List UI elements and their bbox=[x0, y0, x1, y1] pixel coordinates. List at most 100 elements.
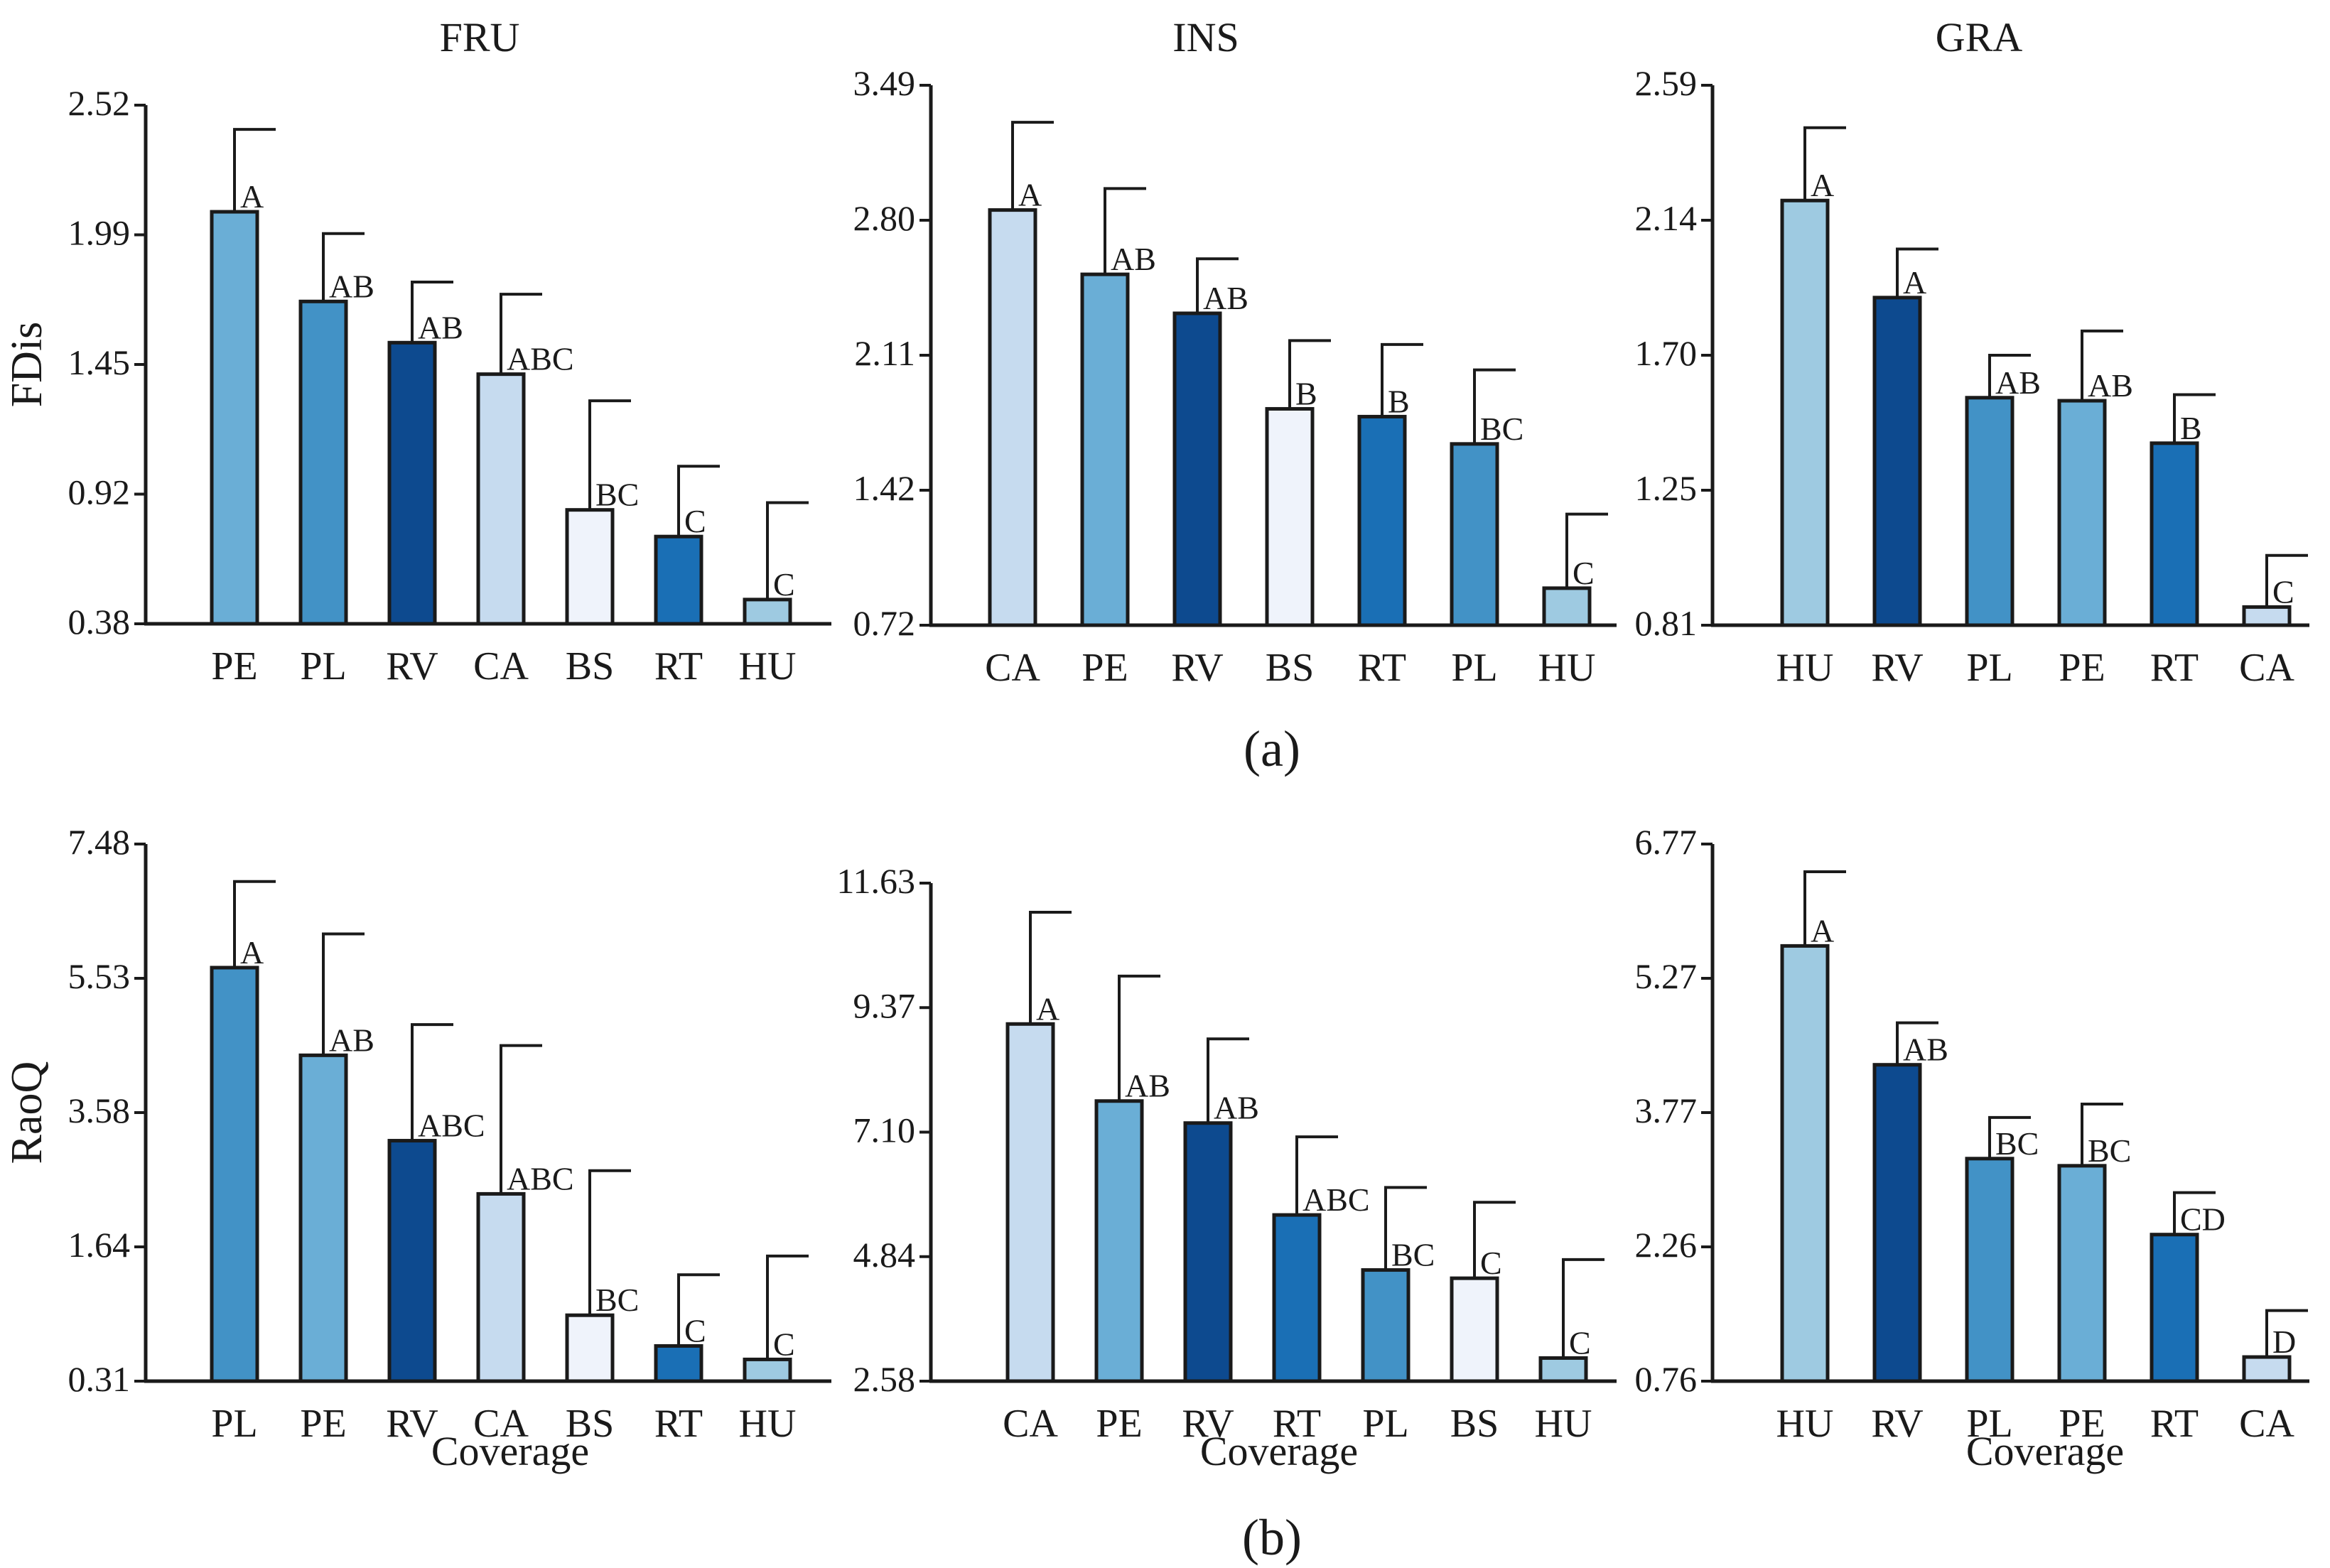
x-tick-label: BS bbox=[1266, 646, 1315, 690]
significance-label: C bbox=[684, 1312, 706, 1348]
x-axis-label: Coverage bbox=[1966, 1428, 2124, 1474]
bar-pe bbox=[298, 1053, 348, 1383]
significance-label: A bbox=[240, 178, 264, 215]
y-tick-label: 0.31 bbox=[68, 1359, 131, 1399]
y-axis-label: FDis bbox=[3, 322, 51, 408]
y-tick-label: 5.27 bbox=[1635, 956, 1698, 996]
significance-label: C bbox=[2272, 573, 2294, 610]
significance-label: AB bbox=[1995, 364, 2041, 401]
y-tick-label: 0.76 bbox=[1635, 1359, 1698, 1399]
bar-bs bbox=[1265, 406, 1315, 627]
x-tick-label: BS bbox=[566, 1402, 615, 1446]
significance-label: AB bbox=[329, 268, 374, 304]
significance-label: C bbox=[1573, 555, 1595, 591]
x-tick-label: RV bbox=[386, 1402, 438, 1446]
bar-rt bbox=[2150, 441, 2199, 627]
significance-label: ABC bbox=[1302, 1182, 1370, 1218]
y-tick-label: 7.10 bbox=[853, 1110, 916, 1150]
panel-gra-fdis: GRA 2.59 2.14 1.70 1.25 0.81 A HU A RV AB PL AB PE B RT… bbox=[1635, 14, 2309, 690]
row-label-a: (a) bbox=[1244, 720, 1300, 777]
panel-title: GRA bbox=[1936, 14, 2023, 60]
significance-label: AB bbox=[418, 309, 463, 345]
row-label-b: (b) bbox=[1242, 1509, 1302, 1566]
y-tick-label: 5.53 bbox=[68, 956, 131, 996]
bar-ca bbox=[476, 1191, 526, 1383]
x-tick-label: HU bbox=[1776, 646, 1834, 690]
y-tick-label: 11.63 bbox=[836, 861, 915, 901]
significance-label: C bbox=[773, 1326, 795, 1362]
x-tick-label: RT bbox=[2150, 1402, 2199, 1446]
y-tick-label: 2.14 bbox=[1635, 198, 1698, 238]
y-tick-label: 6.77 bbox=[1635, 822, 1698, 862]
panel-title: FRU bbox=[440, 14, 520, 60]
bar-hu bbox=[1780, 198, 1830, 627]
y-tick-label: 2.52 bbox=[68, 83, 131, 123]
panel-gra-raoq: Coverage 6.77 5.27 3.77 2.26 0.76 A HU AB RV BC PL B… bbox=[1635, 822, 2309, 1474]
x-tick-label: PE bbox=[211, 644, 257, 688]
bar-pe bbox=[1094, 1099, 1144, 1383]
significance-label: ABC bbox=[507, 341, 574, 377]
bar-rv bbox=[1172, 311, 1222, 627]
y-tick-label: 7.48 bbox=[68, 822, 131, 862]
significance-label: C bbox=[1569, 1324, 1591, 1361]
x-tick-label: HU bbox=[739, 644, 797, 688]
panel-ins-fdis: INS 3.49 2.80 2.11 1.42 0.72 A CA AB PE AB RV B BS B RT… bbox=[853, 14, 1617, 690]
x-tick-label: CA bbox=[2239, 1402, 2294, 1446]
significance-label: AB bbox=[1214, 1090, 1259, 1126]
significance-label: B bbox=[1388, 383, 1410, 419]
significance-label: ABC bbox=[418, 1108, 485, 1144]
y-tick-label: 0.72 bbox=[853, 603, 916, 643]
bar-pe bbox=[210, 210, 259, 626]
y-tick-label: 1.64 bbox=[68, 1225, 131, 1265]
panel-fru-raoq: RaoQ Coverage 7.48 5.53 3.58 1.64 0.31 A PL AB PE A… bbox=[3, 822, 831, 1474]
significance-label: AB bbox=[1125, 1068, 1170, 1104]
significance-label: AB bbox=[1203, 280, 1248, 316]
bar-pl bbox=[298, 299, 348, 626]
x-tick-label: RT bbox=[654, 1402, 703, 1446]
x-tick-label: PL bbox=[1966, 646, 2012, 690]
panel-fru-fdis: FRU FDis 2.52 1.99 1.45 0.92 0.38 A PE AB PL AB RV AB… bbox=[3, 14, 831, 688]
y-tick-label: 2.80 bbox=[853, 198, 916, 238]
x-tick-label: CA bbox=[473, 644, 529, 688]
x-tick-label: CA bbox=[1003, 1402, 1058, 1446]
x-axis-label: Coverage bbox=[1200, 1428, 1358, 1474]
x-tick-label: BS bbox=[1450, 1402, 1499, 1446]
x-tick-label: RT bbox=[1358, 646, 1406, 690]
x-tick-label: RV bbox=[1871, 646, 1923, 690]
bar-ca bbox=[2242, 605, 2292, 627]
y-tick-label: 2.11 bbox=[854, 333, 915, 373]
x-tick-label: PE bbox=[2059, 646, 2105, 690]
bar-ca bbox=[476, 372, 526, 626]
bar-ca bbox=[1005, 1022, 1055, 1383]
significance-label: A bbox=[1903, 264, 1926, 301]
y-tick-label: 1.99 bbox=[68, 213, 131, 253]
significance-label: AB bbox=[329, 1022, 374, 1058]
x-tick-label: HU bbox=[1538, 646, 1596, 690]
bar-pl bbox=[1361, 1268, 1411, 1383]
bar-pl bbox=[210, 966, 259, 1383]
significance-label: ABC bbox=[507, 1160, 574, 1196]
y-tick-label: 4.84 bbox=[853, 1235, 916, 1275]
bar-pl bbox=[1450, 442, 1499, 627]
significance-label: C bbox=[773, 566, 795, 602]
bar-rv bbox=[387, 1139, 437, 1383]
y-tick-label: 1.45 bbox=[68, 342, 131, 382]
bar-bs bbox=[1450, 1276, 1499, 1383]
y-tick-label: 0.38 bbox=[68, 602, 131, 642]
x-tick-label: RV bbox=[1182, 1402, 1234, 1446]
bar-pe bbox=[2057, 399, 2107, 627]
x-tick-label: HU bbox=[1535, 1402, 1592, 1446]
bar-rv bbox=[387, 340, 437, 626]
bar-rt bbox=[1272, 1213, 1322, 1383]
significance-label: BC bbox=[1480, 411, 1523, 447]
x-tick-label: HU bbox=[739, 1402, 797, 1446]
bar-hu bbox=[743, 598, 792, 626]
y-tick-label: 0.92 bbox=[68, 472, 131, 512]
bar-pl bbox=[1965, 396, 2015, 627]
bar-rv bbox=[1183, 1121, 1233, 1383]
y-tick-label: 1.42 bbox=[853, 468, 916, 508]
y-tick-label: 3.49 bbox=[853, 63, 916, 103]
significance-label: BC bbox=[2088, 1132, 2131, 1169]
panel-ins-raoq: Coverage 11.63 9.37 7.10 4.84 2.58 A CA AB PE AB RV… bbox=[836, 861, 1617, 1474]
